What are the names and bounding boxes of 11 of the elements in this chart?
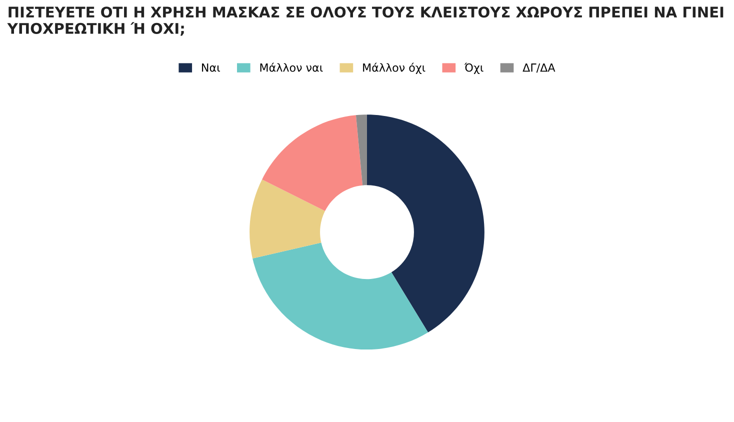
- legend-label: Όχι: [464, 62, 484, 74]
- chart-title: ΠΙΣΤΕΥΕΤΕ ΟΤΙ Η ΧΡΗΣΗ ΜΑΣΚΑΣ ΣΕ ΟΛΟΥΣ ΤΟΥΣ ΚΛΕΙΣΤΟΥΣ ΧΩΡΟΥΣ ΠΡΕΠΕΙ ΝΑ ΓΙΝΕΙ ΥΠΟΧΡΕΩΤΙΚΗ Ή ΟΧΙ;: [7, 6, 724, 36]
- donut-slice: [262, 115, 363, 212]
- donut-slice: [367, 114, 484, 332]
- legend-label: ΔΓ/ΔΑ: [522, 64, 556, 73]
- donut-slice: [250, 179, 326, 258]
- donut-slice: [252, 242, 428, 350]
- donut-slice: [356, 114, 367, 186]
- legend-label: Ναι: [202, 64, 220, 72]
- legend-label: Μάλλον ναι: [260, 62, 323, 72]
- legend-label: Μάλλον όχι: [363, 62, 426, 74]
